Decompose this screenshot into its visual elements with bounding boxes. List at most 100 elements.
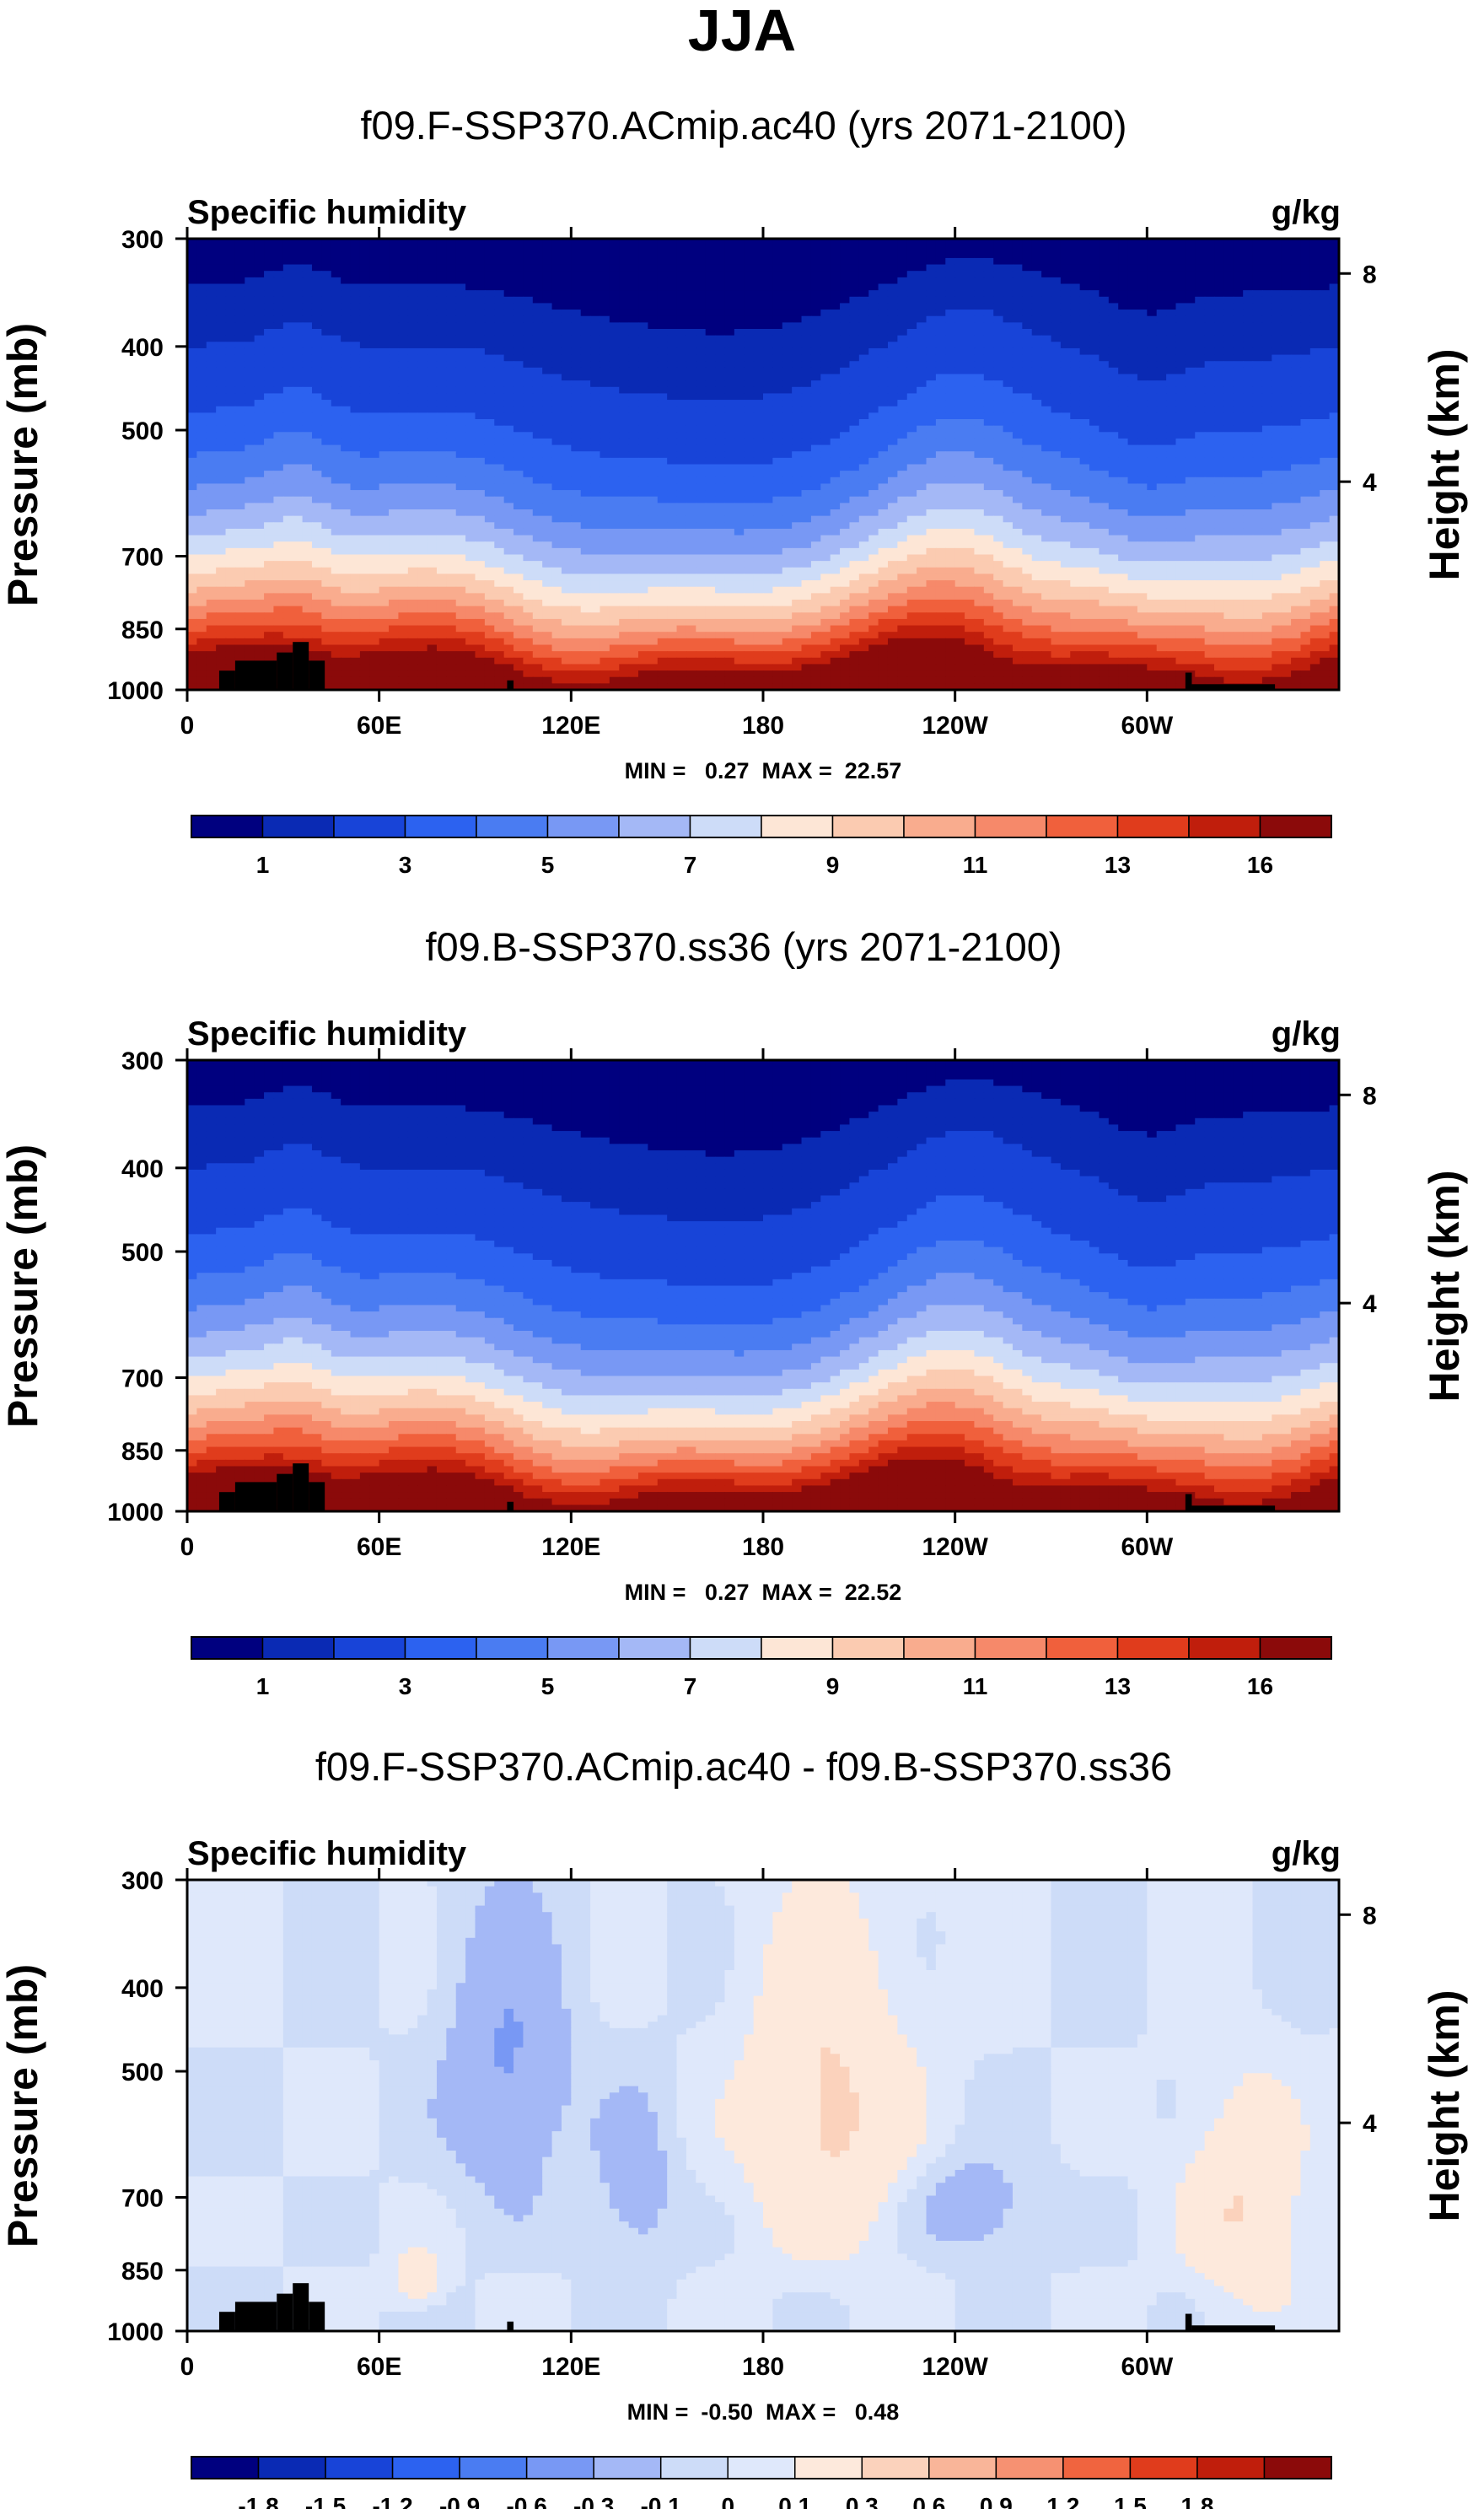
contour-cell [590, 380, 601, 388]
contour-cell [1022, 406, 1033, 413]
contour-cell [1214, 490, 1224, 498]
contour-cell [321, 303, 332, 310]
contour-cell [686, 277, 696, 285]
contour-cell [1261, 374, 1272, 381]
contour-cell [1079, 471, 1090, 478]
contour-cell [1252, 374, 1263, 381]
contour-cell [801, 386, 812, 395]
contour-cell [638, 283, 648, 291]
contour-cell [696, 290, 707, 298]
contour-cell [1156, 400, 1167, 407]
contour-cell [580, 419, 591, 427]
contour-cell [715, 451, 726, 459]
contour-cell [1031, 425, 1042, 433]
contour-cell [1089, 432, 1100, 439]
contour-cell [1156, 380, 1167, 388]
contour-cell [609, 283, 620, 291]
contour-cell [954, 374, 965, 381]
contour-cell [1281, 432, 1292, 439]
contour-cell [1175, 457, 1186, 466]
contour-cell [455, 503, 466, 510]
contour-cell [1099, 451, 1110, 459]
contour-cell [1147, 419, 1158, 427]
contour-cell [359, 329, 370, 337]
contour-cell [321, 283, 332, 291]
contour-cell [1051, 400, 1062, 407]
contour-cell [628, 290, 639, 298]
contour-cell [772, 367, 783, 375]
contour-cell [206, 400, 217, 407]
contour-cell [302, 347, 313, 356]
contour-cell [1079, 239, 1090, 246]
contour-cell [551, 329, 562, 337]
contour-cell [1195, 335, 1206, 342]
contour-cell [446, 412, 457, 420]
contour-cell [1060, 271, 1071, 278]
contour-cell [417, 322, 428, 330]
contour-cell [1252, 251, 1263, 259]
contour-cell [254, 257, 265, 266]
contour-cell [810, 335, 821, 342]
contour-cell [763, 367, 773, 375]
contour-cell [935, 476, 946, 485]
contour-cell [810, 412, 821, 420]
contour-cell [763, 264, 773, 272]
contour-cell [858, 342, 869, 349]
contour-cell [311, 457, 322, 466]
contour-cell [1300, 412, 1311, 420]
contour-cell [906, 347, 917, 356]
contour-cell [628, 471, 639, 478]
contour-cell [273, 380, 284, 388]
contour-cell [648, 400, 659, 407]
contour-cell [1012, 490, 1023, 498]
contour-cell [254, 277, 265, 285]
contour-cell [782, 374, 793, 381]
contour-cell [407, 386, 418, 395]
contour-cell [494, 476, 505, 485]
contour-cell [1300, 483, 1311, 491]
contour-cell [801, 400, 812, 407]
contour-cell [1060, 277, 1071, 285]
contour-cell [1060, 425, 1071, 433]
contour-cell [676, 444, 687, 452]
contour-cell [983, 354, 994, 362]
contour-cell [849, 400, 860, 407]
contour-cell [484, 432, 495, 439]
contour-cell [417, 496, 428, 503]
contour-cell [705, 471, 716, 478]
contour-cell [427, 290, 438, 298]
contour-cell [696, 412, 707, 420]
contour-cell [858, 367, 869, 375]
contour-cell [868, 406, 879, 413]
contour-cell [484, 374, 495, 381]
contour-cell [216, 296, 227, 304]
contour-cell [868, 257, 879, 266]
contour-cell [609, 380, 620, 388]
contour-cell [792, 386, 803, 395]
contour-cell [254, 271, 265, 278]
contour-cell [455, 277, 466, 285]
contour-cell [341, 367, 352, 375]
contour-cell [379, 271, 390, 278]
contour-cell [1156, 277, 1167, 285]
contour-cell [407, 329, 418, 337]
contour-cell [1204, 264, 1215, 272]
contour-cell [849, 503, 860, 510]
contour-cell [801, 251, 812, 259]
contour-cell [1166, 264, 1177, 272]
contour-cell [782, 303, 793, 310]
contour-cell [1185, 315, 1196, 323]
contour-cell [359, 310, 370, 317]
contour-cell [503, 296, 514, 304]
contour-cell [744, 412, 755, 420]
contour-cell [1320, 283, 1331, 291]
contour-cell [1272, 386, 1282, 395]
contour-cell [926, 315, 937, 323]
contour-cell [917, 496, 928, 503]
contour-cell [216, 310, 227, 317]
contour-cell [600, 444, 610, 452]
contour-cell [475, 315, 486, 323]
contour-cell [311, 271, 322, 278]
contour-cell [436, 490, 447, 498]
contour-cell [398, 380, 409, 388]
